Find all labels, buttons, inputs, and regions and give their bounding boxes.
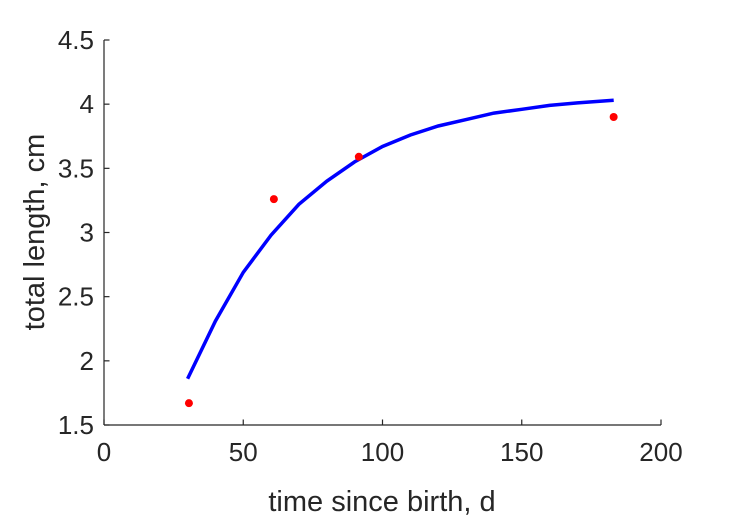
y-tick-label: 2 [80,346,94,376]
fit-curve [186,98,614,380]
x-tick-label: 50 [229,437,258,467]
y-tick-label: 4 [80,89,94,119]
x-axis-label: time since birth, d [268,486,495,518]
x-tick-label: 100 [361,437,404,467]
y-axis-ticks: 1.5 2 2.5 3 3.5 4 4.5 [58,25,110,440]
x-axis-ticks: 0 50 100 150 200 [97,419,683,467]
data-point [184,399,193,408]
x-tick-label: 150 [500,437,543,467]
y-axis-label: total length, cm [19,134,51,331]
y-tick-label: 2.5 [58,282,94,312]
x-tick-label: 200 [639,437,682,467]
y-tick-label: 3.5 [58,153,94,183]
x-tick-label: 0 [97,437,111,467]
data-point [269,195,278,204]
y-tick-label: 3 [80,218,94,248]
y-tick-label: 1.5 [58,410,94,440]
series-layer [184,98,618,408]
plot-area [103,40,661,426]
data-point [609,113,618,121]
y-tick-label: 4.5 [58,25,94,55]
data-point [354,152,363,161]
